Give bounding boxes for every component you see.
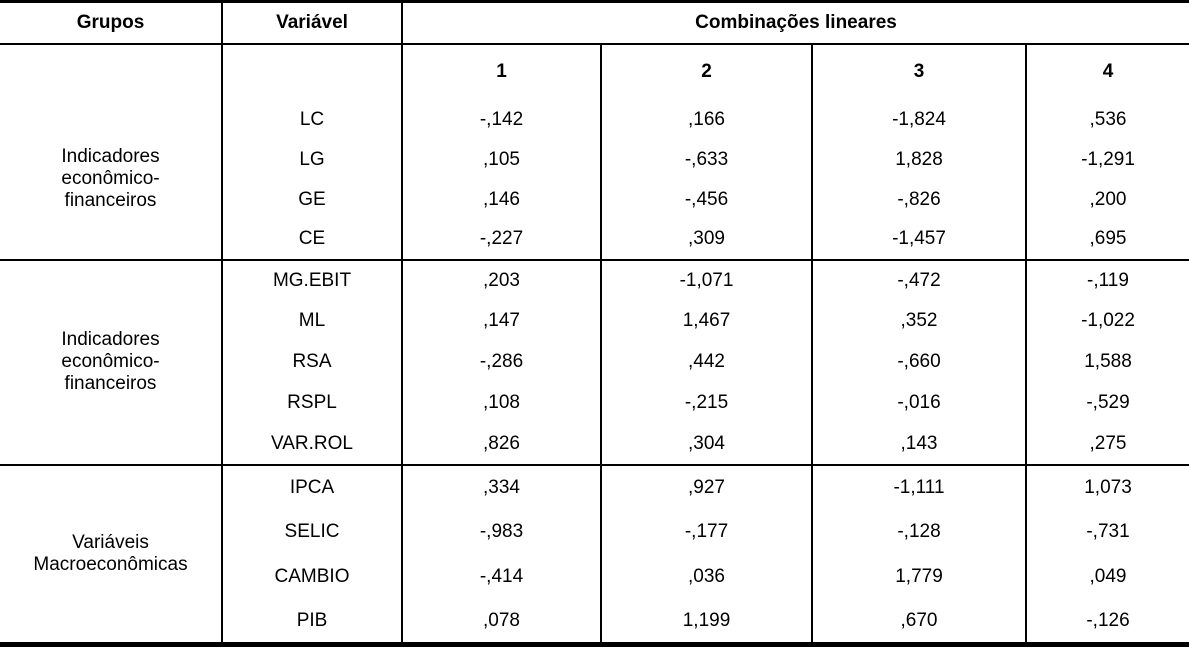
table-row: RSPL ,108 -,215 -,016 -,529 [0, 382, 1189, 424]
coefficient-value: -,142 [401, 99, 601, 140]
coefficient-value: -1,111 [811, 463, 1026, 510]
coefficient-value: ,695 [1024, 219, 1189, 260]
coefficient-value: ,200 [1024, 179, 1189, 220]
coefficient-value: ,108 [401, 382, 601, 424]
column-header-grupos: Grupos [0, 1, 222, 45]
table-row: ML ,147 1,467,352 -1,022 [0, 300, 1189, 342]
coefficient-value: -,128 [811, 509, 1026, 555]
table-subheader-row: 1 2 3 4 [0, 43, 1189, 100]
combination-number-2: 2 [600, 43, 812, 100]
coefficient-value: -1,022 [1024, 300, 1189, 342]
table-header-row: Grupos Variável Combinações lineares [0, 1, 1189, 45]
coefficient-value: -,660 [811, 341, 1026, 383]
coefficient-value: ,442 [600, 341, 812, 383]
variable-name: RSA [221, 341, 402, 383]
coefficient-value: ,143 [811, 423, 1026, 465]
coefficient-value: ,352 [811, 300, 1026, 342]
table-row: CE -,227,309 -1,457,695 [0, 219, 1189, 260]
table-row: GE ,146 -,456 -,826,200 [0, 179, 1189, 220]
table-row: Indicadores econômico- financeiros LC -,14… [0, 99, 1189, 211]
coefficient-value: 1,073 [1024, 463, 1189, 510]
column-header-combinacoes-lineares: Combinações lineares [400, 1, 1189, 45]
table-row: RSA -,286,442 -,660 1,588 [0, 341, 1189, 383]
coefficient-value: 1,199 [600, 599, 812, 645]
coefficient-value: -,472 [811, 258, 1026, 301]
coefficient-value: -,227 [401, 219, 601, 260]
variable-name: CAMBIO [221, 554, 402, 600]
variable-name: SELIC [221, 509, 402, 555]
coefficient-value: -,983 [401, 509, 601, 555]
variable-name: LC [221, 99, 402, 140]
coefficient-value: -,119 [1024, 258, 1189, 301]
coefficient-value: ,304 [600, 423, 812, 465]
coefficient-value: -,286 [401, 341, 601, 383]
variable-name: MG.EBIT [221, 258, 402, 301]
coefficient-value: ,078 [401, 599, 601, 645]
coefficient-value: -,414 [401, 554, 601, 600]
table-row: Variáveis Macroeconômicas IPCA ,334,927 -1,… [0, 463, 1189, 645]
coefficient-value: -1,291 [1024, 139, 1189, 180]
coefficient-value: -,529 [1024, 382, 1189, 424]
coefficient-value: -,016 [811, 382, 1026, 424]
coefficient-value: ,927 [600, 463, 812, 510]
combination-number-3: 3 [811, 43, 1026, 100]
table-row: SELIC -,983 -,177 -,128 -,731 [0, 509, 1189, 555]
variable-name: IPCA [221, 463, 402, 510]
table-row: LG ,105 -,633 1,828 -1,291 [0, 139, 1189, 180]
coefficient-value: ,275 [1024, 423, 1189, 465]
group-label: Indicadores econômico- financeiros [0, 258, 222, 465]
coefficient-value: ,036 [600, 554, 812, 600]
coefficient-value: -1,824 [811, 99, 1026, 140]
coefficient-value: ,166 [600, 99, 812, 140]
coefficient-value: ,334 [401, 463, 601, 510]
coefficient-value: ,670 [811, 599, 1026, 645]
table-row: CAMBIO -,414,036 1,779,049 [0, 554, 1189, 600]
variable-name: CE [221, 219, 402, 260]
combination-number-4: 4 [1024, 43, 1189, 100]
coefficient-value: ,105 [401, 139, 601, 180]
table-row: Indicadores econômico- financeiros MG.EBI… [0, 258, 1189, 465]
coefficient-value: ,536 [1024, 99, 1189, 140]
coefficient-value: -,633 [600, 139, 812, 180]
coefficient-value: -,177 [600, 509, 812, 555]
coefficient-value: -1,071 [600, 258, 812, 301]
combination-number-1: 1 [401, 43, 601, 100]
group-label: Variáveis Macroeconômicas [0, 463, 222, 645]
coefficient-value: 1,828 [811, 139, 1026, 180]
coefficient-value: -,215 [600, 382, 812, 424]
coefficient-value: -,826 [811, 179, 1026, 220]
group-label: Indicadores econômico- financeiros [61, 146, 160, 211]
variable-name: PIB [221, 599, 402, 645]
table-body: Indicadores econômico- financeiros LC -,14… [0, 99, 1189, 645]
table-row: PIB ,078 1,199,670 -,126 [0, 599, 1189, 645]
variable-name: VAR.ROL [221, 423, 402, 465]
variable-name: ML [221, 300, 402, 342]
coefficient-value: -,126 [1024, 599, 1189, 645]
coefficient-value: 1,779 [811, 554, 1026, 600]
variable-name: LG [221, 139, 402, 180]
coefficient-value: ,826 [401, 423, 601, 465]
coefficient-value: -1,457 [811, 219, 1026, 260]
coefficient-value: ,049 [1024, 554, 1189, 600]
coefficient-value: 1,588 [1024, 341, 1189, 383]
variable-name: GE [221, 179, 402, 220]
coefficient-value: 1,467 [600, 300, 812, 342]
subheader-empty-variavel-cell [221, 43, 402, 100]
table-row: VAR.ROL ,826,304,143,275 [0, 423, 1189, 465]
coefficient-value: ,146 [401, 179, 601, 220]
coefficient-value: ,309 [600, 219, 812, 260]
coefficient-value: ,203 [401, 258, 601, 301]
coefficient-value: -,731 [1024, 509, 1189, 555]
subheader-empty-grupos-cell [0, 44, 222, 100]
variable-name: RSPL [221, 382, 402, 424]
coefficient-value: -,456 [600, 179, 812, 220]
column-header-variavel: Variável [221, 1, 402, 45]
coefficient-value: ,147 [401, 300, 601, 342]
